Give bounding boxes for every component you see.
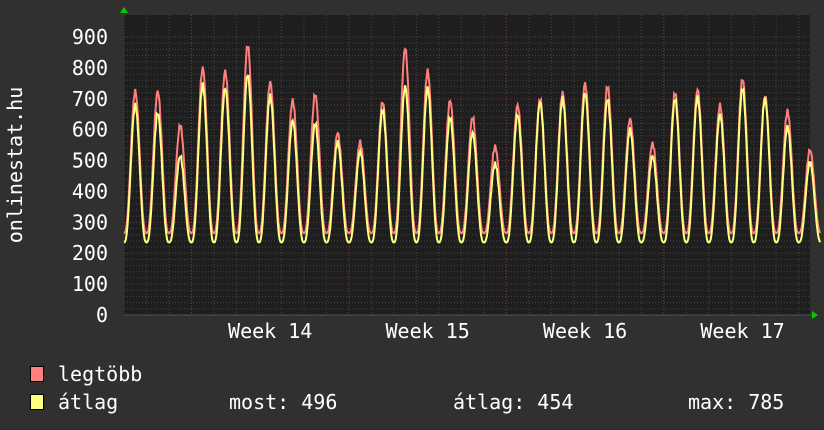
y-tick-label: 600 <box>72 118 108 142</box>
y-tick-label: 900 <box>72 25 108 49</box>
y-tick-label: 0 <box>96 303 108 327</box>
y-axis-label: onlinestat.hu <box>3 87 27 244</box>
y-tick-label: 400 <box>72 179 108 203</box>
y-tick-label: 100 <box>72 272 108 296</box>
legend-max-label: legtöbb <box>58 362 143 386</box>
x-tick-label: Week 16 <box>543 319 627 343</box>
y-tick-label: 500 <box>72 149 108 173</box>
legend-avg-label: átlag <box>58 390 119 414</box>
x-tick-label: Week 14 <box>228 319 312 343</box>
series-line-avg <box>123 74 822 244</box>
legend-max-swatch <box>30 366 44 382</box>
y-tick-label: 800 <box>72 56 108 80</box>
legend-avg-swatch <box>30 394 44 410</box>
x-tick-label: Week 17 <box>700 319 784 343</box>
y-axis-arrow-icon <box>120 7 128 13</box>
legend-avg: átlag <box>30 390 118 414</box>
y-tick-label: 700 <box>72 87 108 111</box>
plot-area <box>124 15 810 315</box>
stat-max: max: 785 <box>688 390 785 414</box>
traffic-chart: 0 100 200 300 400 500 600 700 800 900 Week 14 Week… <box>3 7 822 343</box>
x-axis-arrow-icon <box>812 311 818 319</box>
stat-average: átlag: 454 <box>453 390 574 414</box>
x-tick-label: Week 15 <box>385 319 469 343</box>
legend-max: legtöbb <box>30 362 142 386</box>
y-tick-label: 300 <box>72 210 108 234</box>
y-tick-label: 200 <box>72 241 108 265</box>
stat-current: most: 496 <box>229 390 338 414</box>
